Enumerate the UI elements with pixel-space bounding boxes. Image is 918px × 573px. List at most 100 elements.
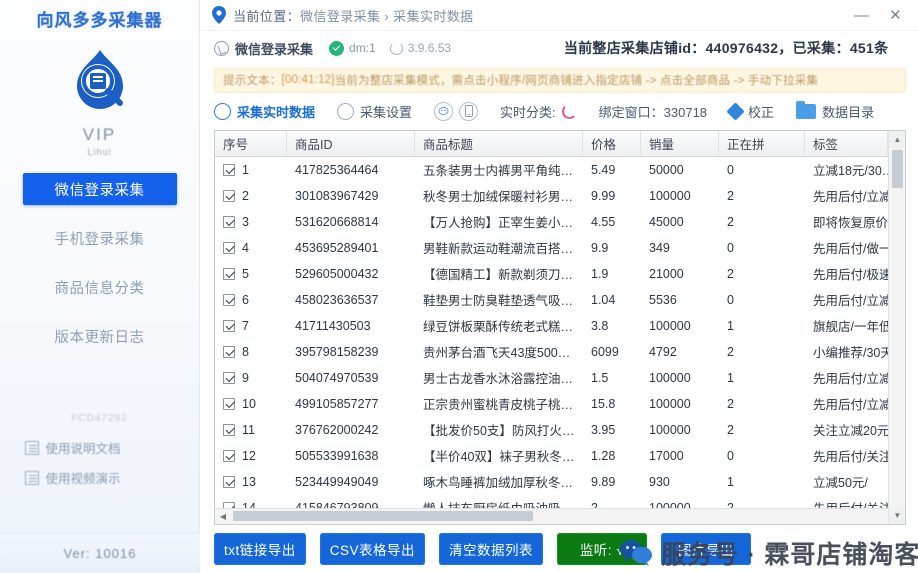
row-checkbox[interactable] — [223, 319, 235, 332]
row-index-label: 4 — [242, 240, 249, 255]
dm-status-label: dm:1 — [349, 41, 376, 56]
phone-circle-icon[interactable] — [459, 101, 479, 121]
sidebar-item-changelog[interactable]: 版本更新日志 — [54, 329, 145, 346]
sidebar-item-wechat-login[interactable]: 微信登录采集 — [22, 173, 177, 205]
version-label: Ver: 10016 — [0, 533, 200, 573]
table-row[interactable]: 5 529605000432 【德国精工】新款剃须刀… 1.9 21000 2 先用后付/极… — [215, 261, 905, 287]
table-row[interactable]: 3 531620668814 【万人抢购】正宰生姜小… 4.55 45000 2 即将恢复原… — [215, 209, 905, 235]
tab-collection-settings[interactable]: 采集设置 — [337, 102, 412, 121]
scroll-up-button[interactable]: ▲ — [888, 130, 906, 148]
sidebar-item-product-category[interactable]: 商品信息分类 — [54, 280, 145, 297]
row-price: 1.5 — [591, 370, 609, 385]
sidebar-item-phone-login[interactable]: 手机登录采集 — [54, 231, 145, 248]
scroll-down-button[interactable]: ▼ — [888, 506, 906, 524]
clear-data-button[interactable]: 清空数据列表 — [439, 532, 544, 565]
row-index-cell[interactable]: 6 — [215, 287, 287, 313]
column-header-sales[interactable]: 销量 — [641, 130, 719, 157]
vertical-scroll-thumb[interactable] — [891, 149, 903, 188]
table-row[interactable]: 4 453695289401 男鞋新款运动鞋潮流百搭… 9.9 349 0 先用后付/做一… — [215, 235, 905, 261]
row-checkbox[interactable] — [223, 267, 235, 280]
column-header-id[interactable]: 商品ID — [287, 130, 415, 157]
row-price: 4.55 — [591, 214, 616, 229]
table-row[interactable]: 2 301083967429 秋冬男士加绒保暖衬衫男… 9.99 100000 2 先用后付… — [215, 183, 905, 209]
table-row[interactable]: 6 458023636537 鞋垫男士防臭鞋垫透气吸… 1.04 5536 0 先用后付/立… — [215, 287, 905, 313]
table-row[interactable]: 13 523449949049 啄木鸟睡裤加绒加厚秋冬… 9.89 930 1 立减50元/ — [215, 469, 905, 495]
tab-collection-settings-label: 采集设置 — [360, 104, 413, 120]
row-index-cell[interactable]: 8 — [215, 339, 287, 365]
table-row[interactable]: 12 505533991638 【半价40双】袜子男秋冬… 1.28 17000 0 先用后… — [215, 443, 905, 469]
row-checkbox[interactable] — [223, 163, 235, 176]
vertical-scrollbar[interactable]: ▲ ▼ — [888, 130, 906, 524]
table-row[interactable]: 8 395798158239 贵州茅台酒飞天43度500… 6099 4792 2 小编推荐… — [215, 339, 905, 365]
row-product-id: 531620668814 — [295, 214, 379, 229]
doc-link-video[interactable]: 使用视频演示 — [24, 468, 175, 487]
row-product-id: 499105857277 — [295, 396, 379, 411]
scroll-left-button[interactable]: ◀ — [219, 511, 227, 521]
table-row[interactable]: 7 41711430503 绿豆饼板栗酥传统老式糕… 3.8 100000 1 旗舰店/一年… — [215, 313, 905, 339]
row-index-label: 6 — [242, 292, 249, 307]
shop-collection-info: 当前整店采集店铺id：440976432，已采集：451条 — [563, 40, 889, 57]
row-product-title: 【半价40双】袜子男秋冬… — [423, 450, 575, 465]
row-index-cell[interactable]: 11 — [215, 417, 287, 443]
table-row[interactable]: 1 417825364464 五条装男士内裤男平角纯… 5.49 50000 0 立减18元… — [215, 157, 905, 183]
table-row[interactable]: 11 376762000242 【批发价50支】防风打火… 3.95 100000 2 关注… — [215, 417, 905, 443]
close-button[interactable]: ✕ — [889, 7, 902, 24]
column-header-title[interactable]: 商品标题 — [415, 130, 583, 157]
row-checkbox[interactable] — [223, 345, 235, 358]
row-index-cell[interactable]: 9 — [215, 365, 287, 391]
row-checkbox[interactable] — [223, 371, 235, 384]
row-product-title: 秋冬男士加绒保暖衬衫男… — [423, 190, 574, 205]
row-checkbox[interactable] — [223, 423, 235, 436]
row-checkbox[interactable] — [223, 501, 235, 508]
table-row[interactable]: 9 504074970539 男士古龙香水沐浴露控油… 1.5 100000 1 先用后付/… — [215, 365, 905, 391]
column-header-price[interactable]: 价格 — [583, 130, 641, 157]
row-product-id: 453695289401 — [295, 240, 379, 255]
table-body: 1 417825364464 五条装男士内裤男平角纯… 5.49 50000 0 立减18元… — [215, 157, 905, 508]
row-index-cell[interactable]: 2 — [215, 183, 287, 209]
table-row[interactable]: 14415846793809懒人抹布厨房纸巾吸油吸…21000002先用后付/关… — [215, 495, 905, 508]
row-index-cell[interactable]: 4 — [215, 235, 287, 261]
export-image-button[interactable]: 图片导出 — [661, 532, 752, 565]
row-checkbox[interactable] — [223, 189, 235, 202]
row-index-cell[interactable]: 5 — [215, 261, 287, 287]
tab-realtime-data[interactable]: 采集实时数据 — [214, 102, 315, 121]
app-version-chip[interactable]: 3.9.6.53 — [389, 41, 451, 55]
row-index-cell[interactable]: 12 — [215, 443, 287, 469]
row-checkbox[interactable] — [223, 241, 235, 254]
export-csv-button[interactable]: CSV表格导出 — [319, 532, 426, 565]
vip-label: VIP — [82, 125, 117, 144]
row-checkbox[interactable] — [223, 397, 235, 410]
data-directory-button[interactable]: 数据目录 — [796, 100, 874, 121]
document-icon — [24, 440, 39, 455]
wechat-circle-icon[interactable] — [434, 101, 454, 121]
horizontal-scroll-thumb[interactable] — [233, 511, 533, 522]
doc-link-manual[interactable]: 使用说明文档 — [24, 438, 175, 457]
row-tag: 先用后付/立减… — [813, 294, 904, 309]
column-header-ping[interactable]: 正在拼 — [719, 130, 805, 157]
row-index-cell[interactable]: 13 — [215, 469, 287, 495]
row-checkbox[interactable] — [223, 293, 235, 306]
row-index-cell[interactable]: 1 — [215, 157, 287, 183]
row-index-cell[interactable]: 3 — [215, 209, 287, 235]
column-header-index[interactable]: 序号 — [215, 130, 287, 157]
row-checkbox[interactable] — [223, 449, 235, 462]
row-ping-count: 2 — [719, 495, 805, 508]
gear-icon — [337, 102, 355, 120]
row-index-cell[interactable]: 7 — [215, 313, 287, 339]
listen-toggle-button[interactable]: 监听: √ — [557, 532, 648, 565]
row-index-cell[interactable]: 14 — [215, 495, 287, 508]
horizontal-scrollbar[interactable]: ◀ — [215, 507, 906, 524]
column-header-tag[interactable]: 标签 — [805, 130, 889, 157]
calibrate-button[interactable]: 校正 — [726, 102, 774, 121]
row-checkbox[interactable] — [223, 215, 235, 228]
row-checkbox[interactable] — [223, 475, 235, 488]
row-sales: 17000 — [649, 448, 684, 463]
minimize-button[interactable]: — — [853, 6, 869, 24]
table-row[interactable]: 10 499105857277 正宗贵州蜜桃青皮桃子桃… 15.8 100000 2 先用后… — [215, 391, 905, 417]
row-tag: 先用后付/立减… — [813, 190, 904, 205]
export-txt-button[interactable]: txt链接导出 — [214, 532, 306, 565]
row-index-cell[interactable]: 10 — [215, 391, 287, 417]
row-product-title: 五条装男士内裤男平角纯… — [423, 164, 574, 179]
row-price: 1.28 — [591, 448, 616, 463]
